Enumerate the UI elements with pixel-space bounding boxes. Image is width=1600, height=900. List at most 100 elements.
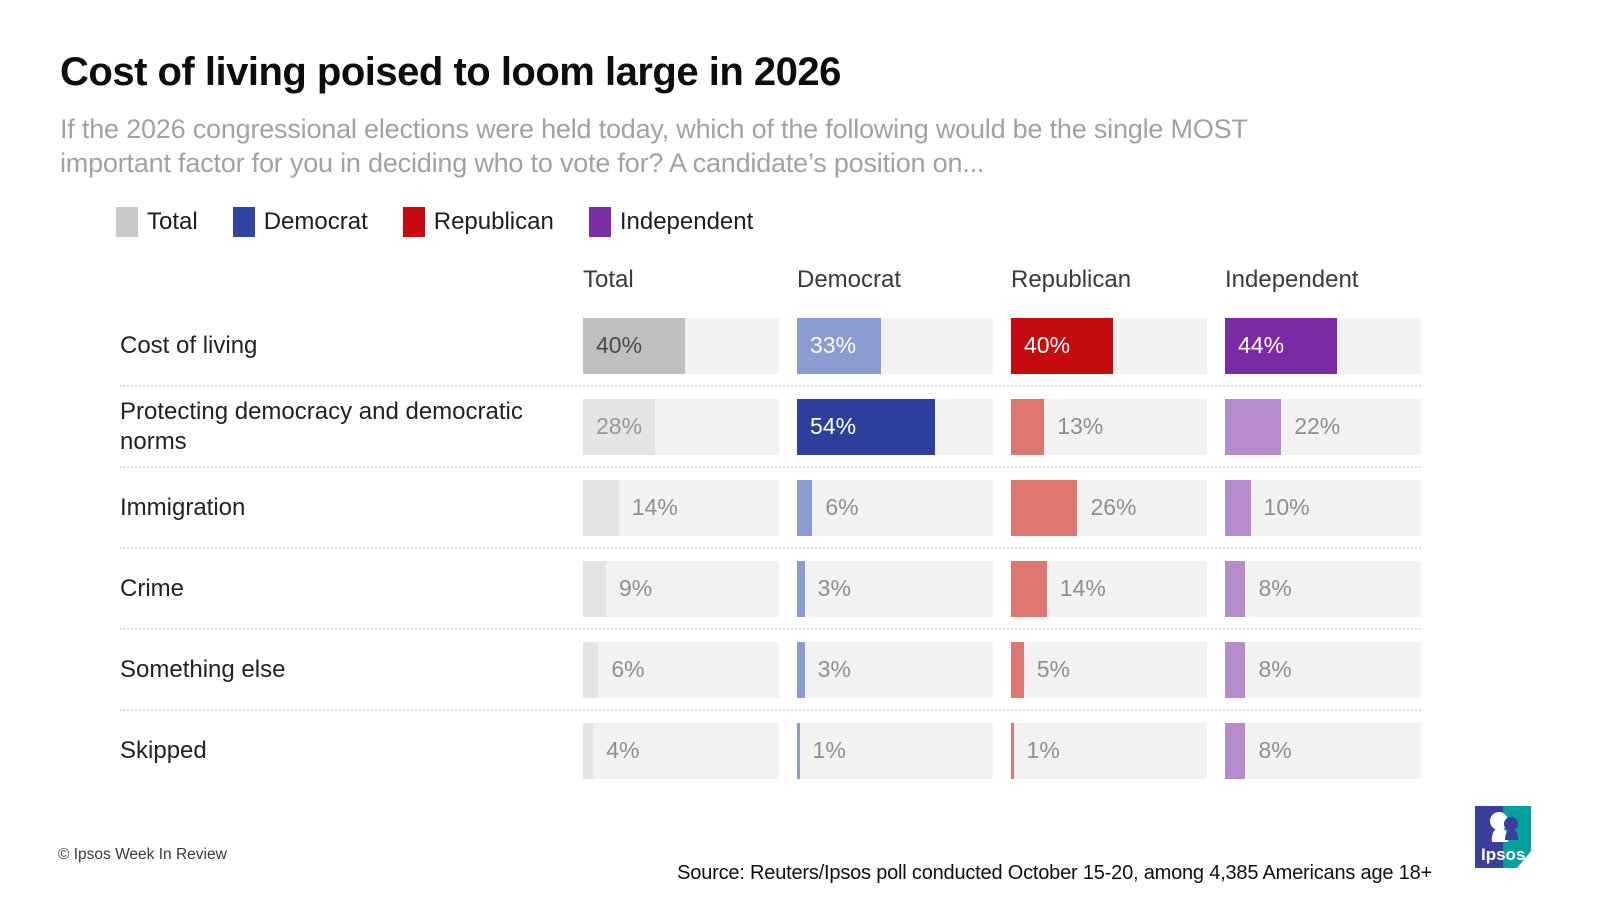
value-label: 1% bbox=[812, 737, 846, 763]
column-header: Independent bbox=[1225, 266, 1359, 293]
table-row: Protecting democracy and democratic norm… bbox=[120, 385, 1421, 466]
bar bbox=[797, 479, 813, 536]
category-label: Immigration bbox=[120, 493, 246, 521]
value-label: 14% bbox=[631, 494, 678, 520]
ipsos-logo-graphic: Ipsos bbox=[1475, 806, 1531, 868]
value-label: 28% bbox=[596, 413, 643, 439]
bar bbox=[1011, 560, 1047, 617]
bar-track: 40% bbox=[1011, 317, 1207, 374]
value-label: 6% bbox=[825, 494, 859, 520]
bar bbox=[1011, 479, 1078, 536]
table-row: Something else 6% 3% 5% 8% bbox=[120, 628, 1421, 709]
value-label: 1% bbox=[1026, 737, 1060, 763]
legend-label: Independent bbox=[619, 208, 754, 235]
ipsos-logo-text: Ipsos bbox=[1481, 845, 1525, 864]
category-label: Protecting democracy and democratic norm… bbox=[120, 397, 523, 455]
bar-cell: 3% bbox=[797, 560, 993, 617]
bar bbox=[1225, 560, 1246, 617]
bar-cell: 3% bbox=[797, 641, 993, 698]
bar-track: 14% bbox=[583, 479, 779, 536]
value-label: 22% bbox=[1294, 413, 1341, 439]
bar bbox=[797, 641, 805, 698]
column-header: Total bbox=[583, 266, 634, 293]
bar-track: 33% bbox=[797, 317, 993, 374]
bar bbox=[1225, 398, 1282, 455]
chart-header-row: Total Democrat Republican Independent bbox=[120, 266, 1421, 306]
bar-track: 8% bbox=[1225, 560, 1421, 617]
bar: 54% bbox=[797, 398, 935, 455]
subtitle-line-1: If the 2026 congressional elections were… bbox=[60, 114, 1248, 144]
bar-track: 8% bbox=[1225, 641, 1421, 698]
legend-item-democrat: Democrat bbox=[232, 207, 368, 237]
bar-cell: 1% bbox=[797, 722, 993, 779]
bar-track: 3% bbox=[797, 560, 993, 617]
bar-cell: 6% bbox=[583, 641, 779, 698]
bar bbox=[797, 722, 800, 779]
bar-track: 5% bbox=[1011, 641, 1207, 698]
bar bbox=[1225, 722, 1246, 779]
value-label: 26% bbox=[1090, 494, 1137, 520]
bar bbox=[583, 479, 619, 536]
chart-body: Cost of living 40% 33% 40% 44% Protecting dem… bbox=[120, 306, 1421, 790]
column-header: Democrat bbox=[797, 266, 902, 293]
value-label: 9% bbox=[618, 575, 653, 601]
legend-swatch bbox=[116, 207, 138, 237]
bar-cell: 44% bbox=[1225, 317, 1421, 374]
category-label: Crime bbox=[120, 574, 184, 602]
header-spacer bbox=[120, 266, 565, 306]
bar-track: 8% bbox=[1225, 722, 1421, 779]
subtitle-line-2: important factor for you in deciding who… bbox=[60, 148, 985, 178]
value-label: 8% bbox=[1258, 575, 1292, 601]
bar bbox=[583, 641, 599, 698]
legend-label: Democrat bbox=[263, 208, 368, 235]
bar-cell: 14% bbox=[1011, 560, 1207, 617]
value-label: 40% bbox=[596, 332, 643, 358]
legend-item-republican: Republican bbox=[402, 207, 554, 237]
value-label: 8% bbox=[1258, 737, 1292, 763]
bar-cell: 14% bbox=[583, 479, 779, 536]
bar-track: 6% bbox=[583, 641, 779, 698]
source-text: Source: Reuters/Ipsos poll conducted Oct… bbox=[677, 862, 1432, 884]
value-label: 3% bbox=[817, 575, 851, 601]
bar-track: 54% bbox=[797, 398, 993, 455]
bar bbox=[1011, 641, 1024, 698]
table-row: Immigration 14% 6% 26% 10% bbox=[120, 466, 1421, 547]
bar bbox=[1225, 641, 1246, 698]
table-row: Crime 9% 3% 14% 8% bbox=[120, 547, 1421, 628]
value-label: 4% bbox=[606, 737, 640, 763]
bar-track: 4% bbox=[583, 722, 779, 779]
category-label: Skipped bbox=[120, 736, 207, 764]
table-row: Skipped 4% 1% 1% 8% bbox=[120, 709, 1421, 790]
bar-cell: 40% bbox=[1011, 317, 1207, 374]
bar: 44% bbox=[1225, 317, 1338, 374]
bar-track: 22% bbox=[1225, 398, 1421, 455]
bar-cell: 54% bbox=[797, 398, 993, 455]
bar-track: 9% bbox=[583, 560, 779, 617]
bar-cell: 8% bbox=[1225, 641, 1421, 698]
bar: 40% bbox=[1011, 317, 1114, 374]
bar-track: 26% bbox=[1011, 479, 1207, 536]
table-row: Cost of living 40% 33% 40% 44% bbox=[120, 306, 1421, 385]
bar-cell: 6% bbox=[797, 479, 993, 536]
bar-track: 1% bbox=[797, 722, 993, 779]
bar-cell: 4% bbox=[583, 722, 779, 779]
bar-chart: Total Democrat Republican Independent Cost … bbox=[120, 266, 1421, 790]
bar bbox=[1011, 722, 1014, 779]
bar: 40% bbox=[583, 317, 686, 374]
bar-cell: 28% bbox=[583, 398, 779, 455]
bar-cell: 33% bbox=[797, 317, 993, 374]
legend-swatch bbox=[232, 207, 255, 237]
bar-cell: 8% bbox=[1225, 560, 1421, 617]
legend-item-total: Total bbox=[116, 207, 198, 237]
bar bbox=[1225, 479, 1251, 536]
ipsos-logo: Ipsos bbox=[1475, 806, 1531, 868]
bar-track: 40% bbox=[583, 317, 779, 374]
category-label: Cost of living bbox=[120, 331, 258, 359]
bar-cell: 1% bbox=[1011, 722, 1207, 779]
bar-cell: 40% bbox=[583, 317, 779, 374]
value-label: 40% bbox=[1024, 332, 1071, 358]
column-header: Republican bbox=[1011, 266, 1132, 293]
value-label: 8% bbox=[1258, 656, 1292, 682]
bar-track: 3% bbox=[797, 641, 993, 698]
